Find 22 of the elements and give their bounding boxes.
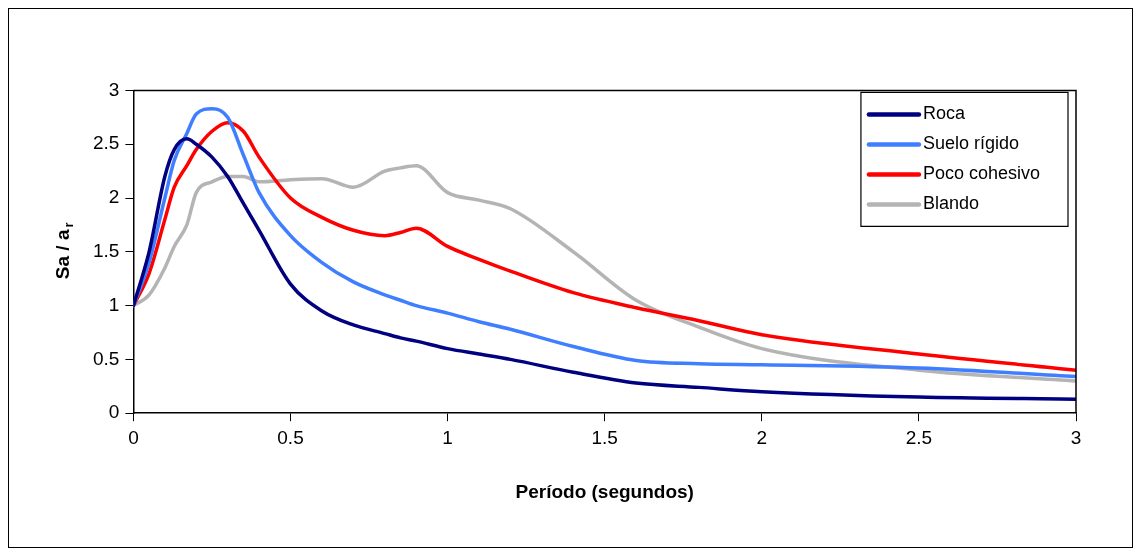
x-tick-label: 2 [756,426,768,448]
x-tick-label: 3 [1070,426,1082,448]
x-axis-title: Período (segundos) [515,481,694,503]
y-axis-title: Sa / ar [51,222,76,280]
y-tick-label: 0.5 [92,347,120,369]
legend-label: Blando [922,193,979,214]
x-tick-label: 1.5 [591,426,618,448]
y-tick-label: 2 [108,186,120,208]
legend-label: Poco cohesivo [922,163,1041,184]
legend-label: Suelo rígido [922,133,1020,154]
x-tick-label: 1 [442,426,453,448]
x-tick-label: 2.5 [905,426,933,448]
y-tick-label: 0 [108,401,120,423]
y-tick-label: 1.5 [92,240,120,262]
y-tick-label: 3 [108,78,120,100]
line-series [133,137,1076,401]
y-tick-label: 2.5 [92,132,120,154]
x-tick-label: 0 [128,426,139,448]
legend-label: Roca [922,103,966,124]
x-tick-label: 0.5 [277,426,304,448]
y-tick-label: 1 [108,293,120,315]
line-series [133,163,1076,383]
